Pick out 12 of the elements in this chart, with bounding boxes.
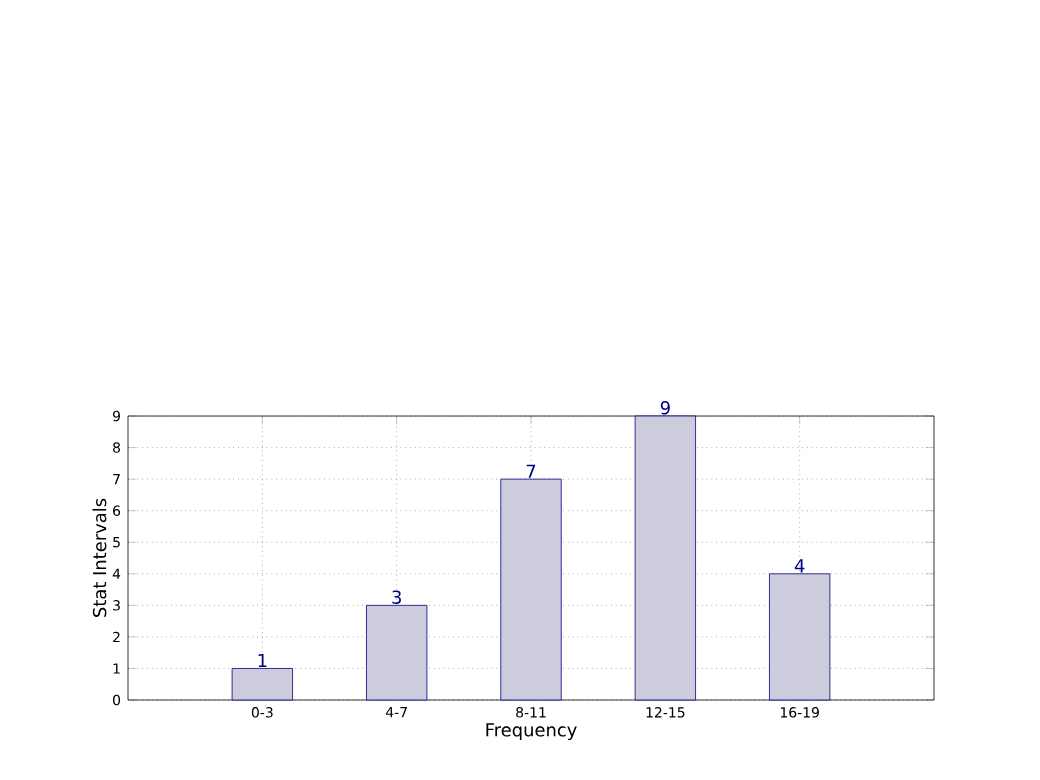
bar [634, 415, 696, 701]
bar [500, 478, 562, 701]
x-axis-title: Frequency [486, 723, 577, 741]
data-label: 4 [794, 559, 805, 573]
data-label: 7 [526, 464, 536, 478]
bar [231, 668, 293, 701]
data-label: 3 [392, 590, 401, 604]
data-label: 9 [660, 401, 670, 415]
y-axis-title: Stat Intervals [92, 498, 107, 617]
data-label: 1 [258, 653, 267, 668]
bar [769, 573, 831, 701]
bar [366, 604, 428, 701]
